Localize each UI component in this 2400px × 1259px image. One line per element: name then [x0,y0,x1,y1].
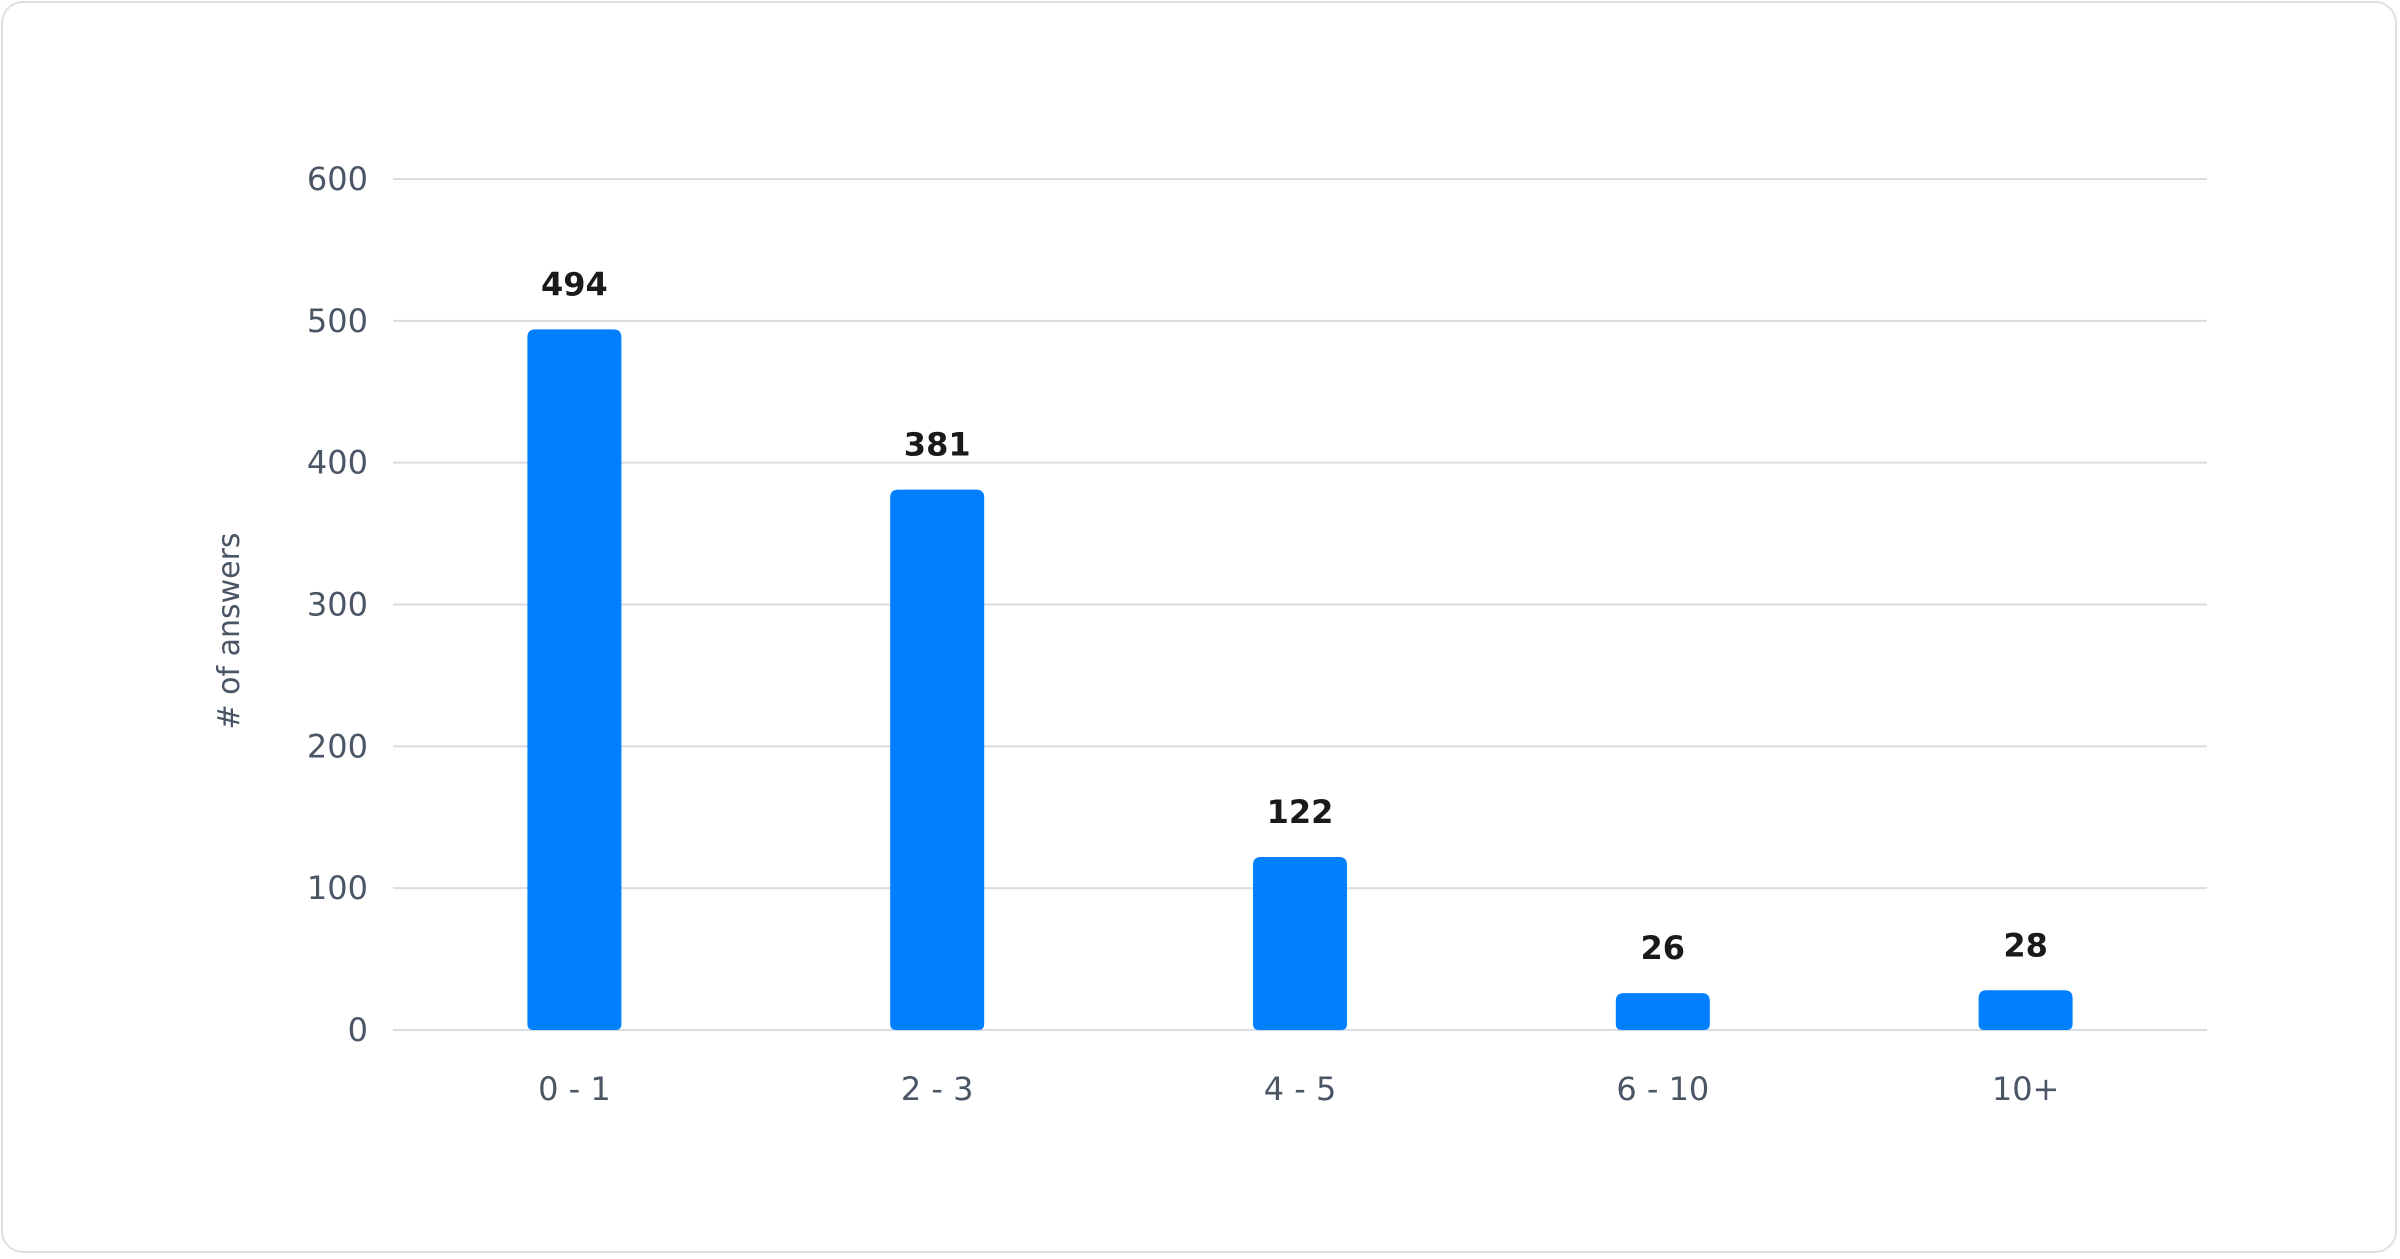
data-label: 28 [2003,926,2048,964]
x-tick-label: 6 - 10 [1616,1070,1709,1108]
y-tick-label: 500 [307,302,368,340]
bar-0-1 [527,329,622,1030]
y-axis-ticks: 0 100 200 300 400 500 600 [307,160,368,1049]
x-tick-label: 4 - 5 [1264,1070,1337,1108]
data-label: 122 [1267,793,1334,831]
bar-chart: 0 100 200 300 400 500 600 494 381 122 26 28 0 - 1 2… [212,160,2207,1108]
y-tick-label: 0 [348,1011,368,1049]
y-tick-label: 600 [307,160,368,198]
x-tick-label: 2 - 3 [901,1070,974,1108]
y-axis-label: # of answers [212,532,247,729]
bar-10- [1978,990,2073,1030]
bar-2-3 [890,489,985,1030]
gridlines [393,178,2207,1031]
y-tick-label: 200 [307,727,368,765]
x-tick-label: 0 - 1 [538,1070,611,1108]
data-label: 494 [541,265,608,303]
y-tick-label: 100 [307,869,368,907]
x-tick-label: 10+ [1992,1070,2060,1108]
bars: 494 381 122 26 28 [527,265,2073,1030]
bar-4-5 [1253,856,1347,1030]
bar-6-10 [1615,993,1710,1030]
x-axis-ticks: 0 - 1 2 - 3 4 - 5 6 - 10 10+ [538,1070,2059,1108]
y-tick-label: 300 [307,586,368,624]
data-label: 381 [904,426,971,464]
y-tick-label: 400 [307,444,368,482]
data-label: 26 [1641,929,1686,967]
